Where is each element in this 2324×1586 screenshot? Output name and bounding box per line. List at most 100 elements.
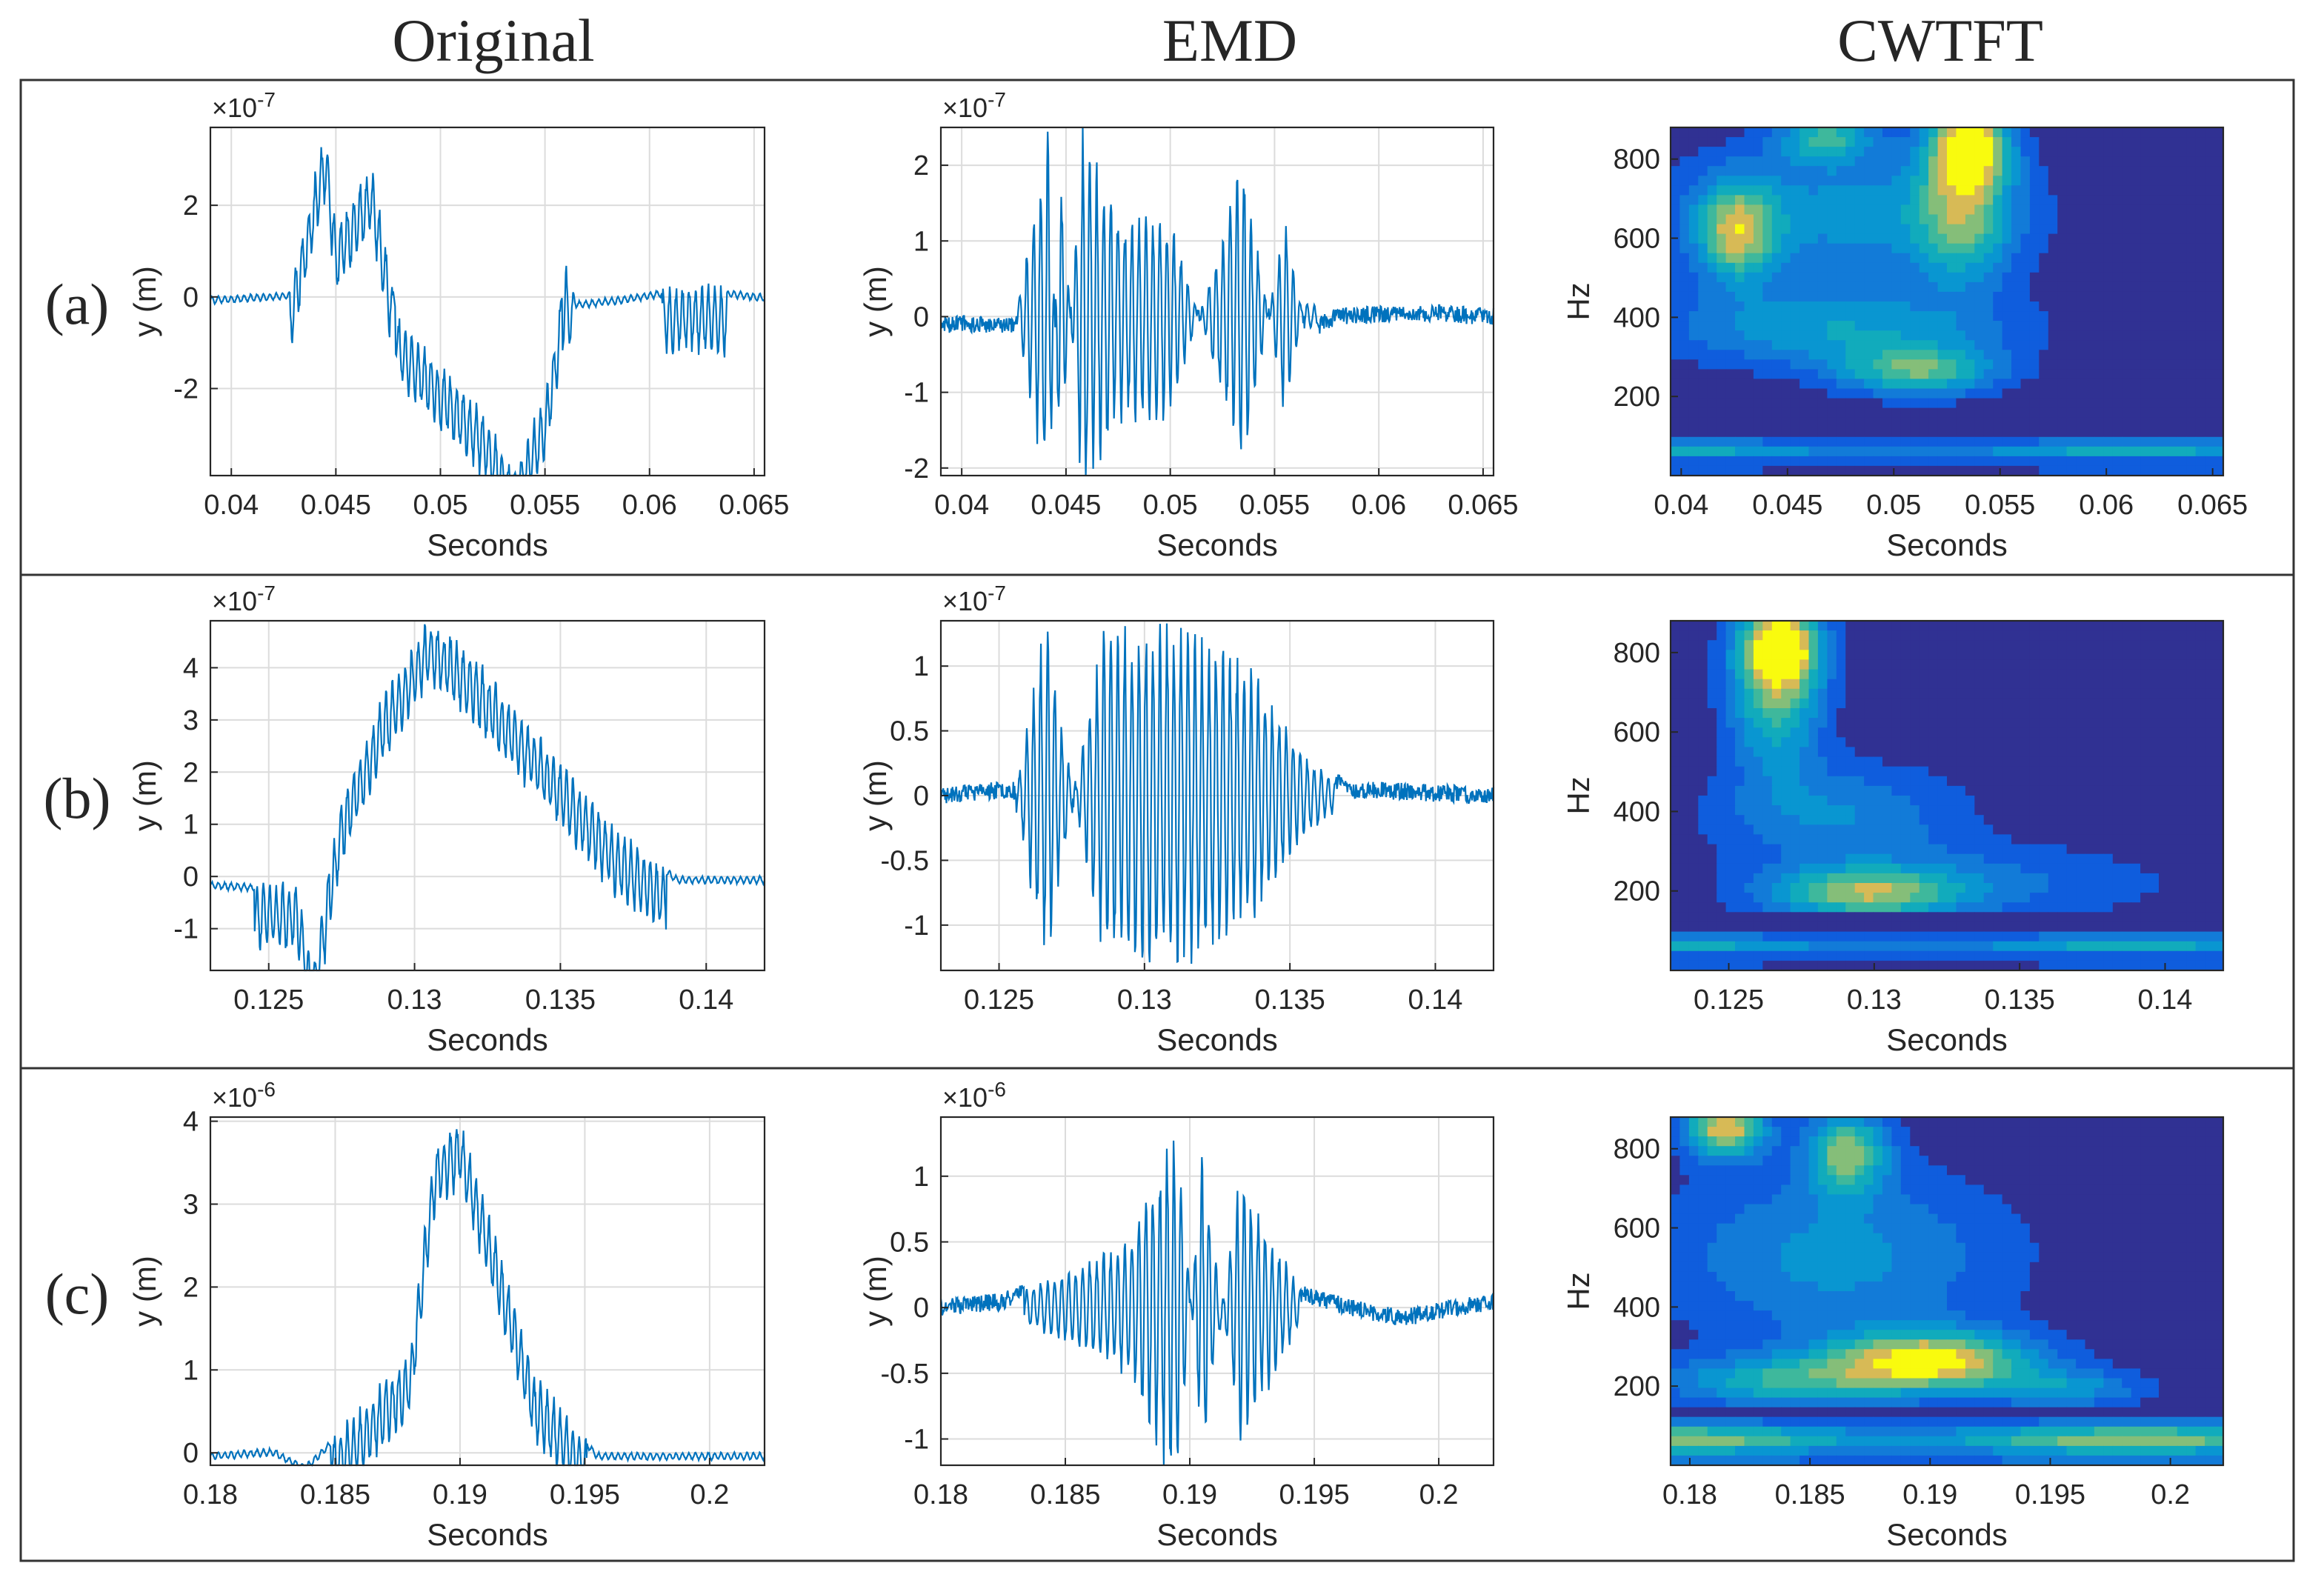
heatmap-cell <box>1928 379 1939 390</box>
heatmap-cell <box>2048 776 2058 787</box>
heatmap-cell <box>1671 147 1680 157</box>
heatmap-cell <box>1762 815 1773 825</box>
heatmap-cell <box>1817 311 1828 321</box>
heatmap-cell <box>2122 756 2132 767</box>
heatmap-cell <box>1762 446 1773 457</box>
heatmap-cell <box>1845 137 1856 147</box>
heatmap-cell <box>1725 465 1736 476</box>
heatmap-cell <box>1679 407 1690 419</box>
heatmap-cell <box>2195 1165 2205 1176</box>
heatmap-cell <box>2011 834 2021 845</box>
heatmap-cell <box>1753 902 1763 913</box>
heatmap-cell <box>2122 388 2132 399</box>
heatmap-cell <box>2112 630 2122 641</box>
heatmap-cell <box>1799 805 1810 816</box>
heatmap-cell <box>1854 204 1865 216</box>
heatmap-cell <box>1983 417 1994 428</box>
heatmap-cell <box>1707 630 1717 641</box>
heatmap-cell <box>1790 359 1800 370</box>
heatmap-cell <box>2039 941 2049 952</box>
heatmap-cell <box>2214 950 2224 962</box>
heatmap-cell <box>2168 398 2178 409</box>
heatmap-cell <box>1836 853 1846 864</box>
heatmap-cell <box>1790 630 1800 641</box>
heatmap-cell <box>1854 253 1865 264</box>
heatmap-cell <box>1900 941 1911 952</box>
heatmap-cell <box>1717 301 1727 312</box>
heatmap-cell <box>2094 195 2104 206</box>
heatmap-cell <box>1873 1127 1883 1137</box>
heatmap-cell <box>2076 834 2086 845</box>
heatmap-cell <box>2195 195 2205 206</box>
heatmap-cell <box>2149 388 2160 399</box>
heatmap-cell <box>2140 834 2151 845</box>
heatmap-cell <box>2122 815 2132 825</box>
heatmap-cell <box>1717 922 1727 933</box>
heatmap-cell <box>1808 340 1819 350</box>
heatmap-cell <box>2186 350 2197 360</box>
heatmap-cell <box>1707 253 1717 264</box>
heatmap-cell <box>1965 436 1975 447</box>
heatmap-cell <box>2186 185 2197 196</box>
heatmap-cell <box>1974 785 1985 796</box>
heatmap-cell <box>1900 369 1911 380</box>
heatmap-cell <box>2094 941 2104 952</box>
heatmap-cell <box>2094 262 2104 273</box>
heatmap-cell <box>2029 805 2040 816</box>
heatmap-cell <box>2186 465 2197 476</box>
heatmap-cell <box>1688 369 1699 380</box>
heatmap-cell <box>1799 941 1810 952</box>
heatmap-cell <box>2177 311 2187 321</box>
heatmap-cell <box>2177 214 2187 225</box>
heatmap-cell <box>2048 195 2058 206</box>
heatmap-cell <box>1937 272 1948 283</box>
heatmap-cell <box>1707 272 1717 283</box>
heatmap-cell <box>1836 262 1846 273</box>
heatmap-cell <box>2214 311 2224 321</box>
y-axis-label: Hz <box>1561 282 1596 320</box>
heatmap-cell <box>1900 650 1911 660</box>
heatmap-cell <box>1799 291 1810 302</box>
heatmap-cell <box>1781 379 1791 390</box>
heatmap-cell <box>1836 805 1846 816</box>
heatmap-cell <box>2168 853 2178 864</box>
heatmap-cell <box>1965 1117 1975 1127</box>
heatmap-cell <box>2076 698 2086 709</box>
heatmap-cell <box>1771 1117 1782 1127</box>
heatmap-cell <box>1873 224 1883 235</box>
heatmap-cell <box>1873 893 1883 903</box>
heatmap-cell <box>2186 291 2197 302</box>
heatmap-cell <box>1735 776 1745 787</box>
heatmap-cell <box>2076 766 2086 777</box>
heatmap-cell <box>2094 272 2104 283</box>
heatmap-cell <box>2103 902 2114 913</box>
heatmap-cell <box>1845 321 1856 331</box>
heatmap-cell <box>1698 388 1708 399</box>
heatmap-cell <box>1698 844 1708 855</box>
heatmap-cell <box>1799 708 1810 719</box>
heatmap-cell <box>1956 708 1966 719</box>
heatmap-cell <box>1956 834 1966 845</box>
heatmap-cell <box>1827 873 1837 884</box>
heatmap-cell <box>2020 1136 2031 1147</box>
heatmap-cell <box>2076 679 2086 690</box>
heatmap-cell <box>1753 321 1763 331</box>
heatmap-cell <box>1762 195 1773 206</box>
signal-line <box>939 623 1495 964</box>
heatmap-cell <box>2205 1136 2215 1147</box>
heatmap-cell <box>2159 1117 2168 1127</box>
heatmap-cell <box>1725 621 1736 631</box>
heatmap-cell <box>1781 388 1791 399</box>
heatmap-cell <box>2011 766 2021 777</box>
heatmap-cell <box>2112 824 2122 835</box>
heatmap-cell <box>1983 796 1994 806</box>
heatmap-cell <box>1753 815 1763 825</box>
heatmap-cell <box>2131 330 2141 341</box>
y-tick-label: -1 <box>173 914 199 945</box>
heatmap-cell <box>2048 650 2058 660</box>
heatmap-cell <box>2149 1127 2160 1137</box>
heatmap-cell <box>1873 204 1883 216</box>
panel-a-original: 0.04 0.045 0.05 0.055 0.06 0.065-202×10-7Seco… <box>127 88 789 562</box>
heatmap-cell <box>2168 233 2178 244</box>
heatmap-cell <box>1900 834 1911 845</box>
